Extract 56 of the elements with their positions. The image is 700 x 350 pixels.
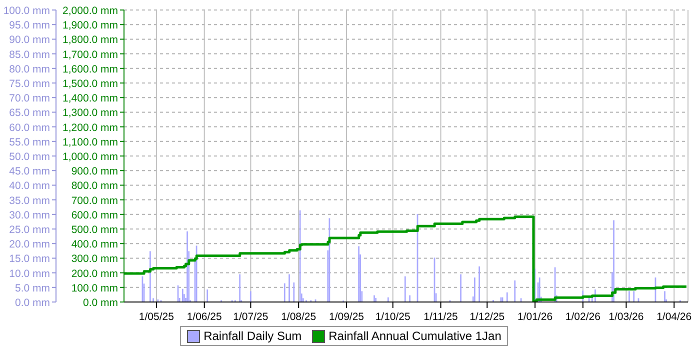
y-tick-label: 400.0 mm [71, 238, 118, 251]
x-tick-label: 1/05/25 [138, 311, 174, 323]
y2-tick-label: 55.0 mm [9, 136, 50, 148]
x-tick-label: 1/11/25 [424, 311, 458, 323]
y-tick-label: 1,300.0 mm [62, 107, 118, 120]
y2-tick-label: 5.0 mm [14, 282, 50, 294]
y2-tick-label: 20.0 mm [9, 238, 50, 251]
x-tick-label: 1/02/26 [565, 311, 601, 323]
y-tick-label: 1,600.0 mm [62, 63, 118, 76]
y2-tick-label: 10.0 mm [9, 268, 50, 280]
y2-tick-label: 70.0 mm [9, 92, 50, 105]
y-tick-label: 700.0 mm [71, 194, 118, 207]
y2-tick-label: 30.0 mm [9, 209, 50, 222]
y2-tick-label: 35.0 mm [9, 194, 50, 207]
y2-tick-label: 100.0 mm [3, 5, 50, 17]
x-tick-label: 1/10/25 [375, 311, 411, 323]
x-tick-label: 1/07/25 [233, 311, 268, 323]
x-tick-label: 1/08/25 [281, 311, 316, 323]
x-tick-label: 1/12/25 [470, 311, 505, 323]
y-tick-label: 500.0 mm [71, 224, 118, 236]
y2-tick-label: 65.0 mm [9, 107, 50, 120]
y-tick-label: 800.0 mm [71, 180, 118, 192]
y-tick-label: 1,500.0 mm [62, 78, 118, 90]
y2-tick-label: 95.0 mm [9, 20, 50, 32]
y-tick-label: 1,100.0 mm [62, 136, 118, 148]
y2-tick-label: 45.0 mm [9, 166, 50, 178]
y2-tick-label: 40.0 mm [9, 180, 50, 192]
y-tick-label: 1,000.0 mm [62, 151, 118, 163]
x-tick-label: 1/01/26 [518, 311, 553, 323]
x-tick-label: 1/06/25 [186, 311, 222, 323]
y2-tick-label: 60.0 mm [9, 122, 50, 134]
y-tick-label: 1,700.0 mm [62, 48, 118, 61]
y2-tick-label: 80.0 mm [9, 63, 50, 76]
y-tick-label: 1,200.0 mm [62, 122, 118, 134]
y-tick-label: 1,900.0 mm [62, 20, 118, 32]
y-tick-label: 600.0 mm [71, 209, 118, 222]
y-tick-label: 900.0 mm [71, 166, 118, 178]
x-tick-label: 1/04/26 [656, 311, 692, 323]
legend-label: Rainfall Daily Sum [204, 329, 302, 343]
y2-tick-label: 85.0 mm [9, 48, 50, 61]
x-tick-label: 1/09/25 [328, 311, 364, 323]
y2-tick-label: 50.0 mm [9, 151, 50, 163]
y2-tick-label: 15.0 mm [9, 253, 50, 266]
y2-tick-label: 90.0 mm [9, 34, 50, 46]
legend-label: Rainfall Annual Cumulative 1Jan [328, 329, 502, 343]
y2-tick-label: 0.0 mm [14, 297, 50, 309]
y-tick-label: 1,400.0 mm [62, 92, 118, 105]
x-tick-label: 1/03/26 [608, 311, 644, 323]
y-tick-label: 1,800.0 mm [62, 34, 118, 46]
y-tick-label: 2,000.0 mm [62, 5, 118, 17]
y-tick-label: 300.0 mm [71, 253, 118, 266]
y-tick-label: 200.0 mm [71, 268, 118, 280]
y2-tick-label: 25.0 mm [9, 224, 50, 236]
y-tick-label: 0.0 mm [82, 297, 118, 309]
y-tick-label: 100.0 mm [71, 282, 118, 294]
y2-tick-label: 75.0 mm [9, 78, 50, 90]
